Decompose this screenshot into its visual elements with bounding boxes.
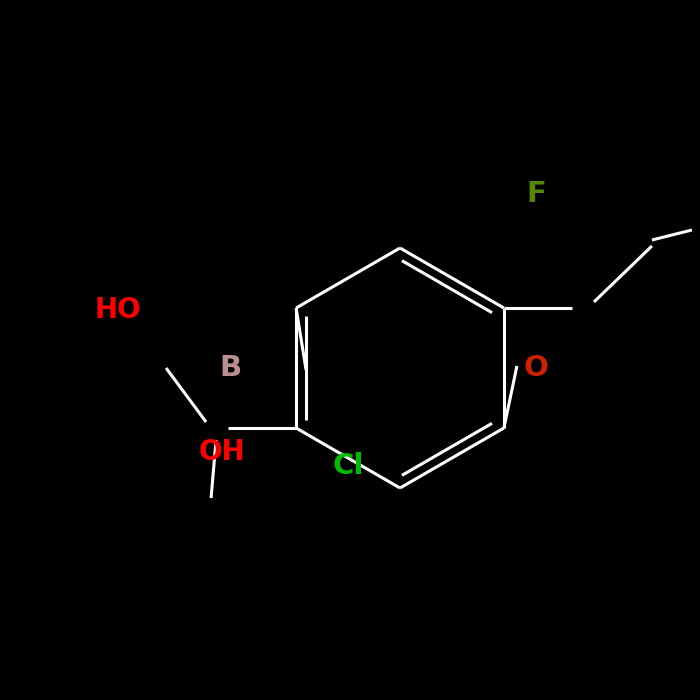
Text: OH: OH: [199, 438, 245, 466]
Text: Cl: Cl: [332, 452, 364, 480]
Text: O: O: [524, 354, 548, 382]
Text: HO: HO: [94, 296, 141, 324]
Text: B: B: [219, 354, 241, 382]
Text: F: F: [526, 180, 546, 208]
